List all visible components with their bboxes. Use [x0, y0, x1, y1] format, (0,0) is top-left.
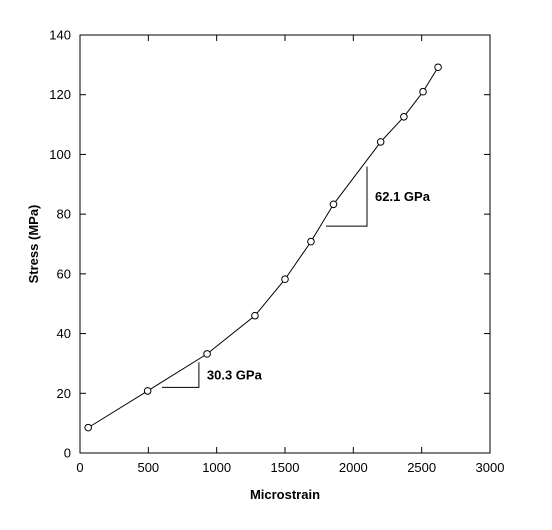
data-point — [307, 237, 315, 246]
data-point — [84, 423, 92, 432]
data-point — [203, 350, 211, 358]
data-point — [419, 87, 427, 96]
x-tick-label: 500 — [137, 460, 159, 475]
x-tick-label: 2000 — [339, 460, 368, 475]
x-axis-title: Microstrain — [250, 487, 320, 502]
data-point — [281, 275, 289, 284]
y-tick-label: 0 — [64, 446, 71, 461]
data-point — [329, 200, 338, 209]
x-tick-label: 1000 — [202, 460, 231, 475]
slope-annotations: 30.3 GPa 62.1 GPa — [162, 166, 431, 388]
data-point — [251, 311, 259, 320]
y-tick-label: 120 — [49, 87, 71, 102]
y-tick-label: 60 — [57, 266, 71, 281]
x-tick-label: 3000 — [476, 460, 505, 475]
data-series — [84, 63, 442, 432]
x-tick-label: 2500 — [407, 460, 436, 475]
y-tick-label: 40 — [57, 326, 71, 341]
data-point — [434, 63, 442, 72]
data-point — [143, 387, 152, 395]
y-axis-title: Stress (MPa) — [26, 205, 41, 284]
y-tick-label: 140 — [49, 28, 71, 43]
y-tick-label: 20 — [57, 386, 71, 401]
axis-tick-labels: 0 500 1000 1500 2000 2500 3000 0 20 40 60 80 100 120 1… — [49, 28, 504, 476]
slope-triangle — [326, 166, 368, 227]
data-point — [376, 138, 385, 146]
data-point — [400, 113, 408, 121]
slope-label: 30.3 GPa — [207, 367, 263, 382]
y-tick-label: 80 — [57, 207, 71, 222]
slope-triangle — [162, 362, 200, 388]
x-tick-label: 1500 — [271, 460, 300, 475]
axis-ticks — [79, 34, 491, 454]
y-tick-label: 100 — [49, 147, 71, 162]
slope-label: 62.1 GPa — [375, 189, 431, 204]
x-tick-label: 0 — [76, 460, 83, 475]
